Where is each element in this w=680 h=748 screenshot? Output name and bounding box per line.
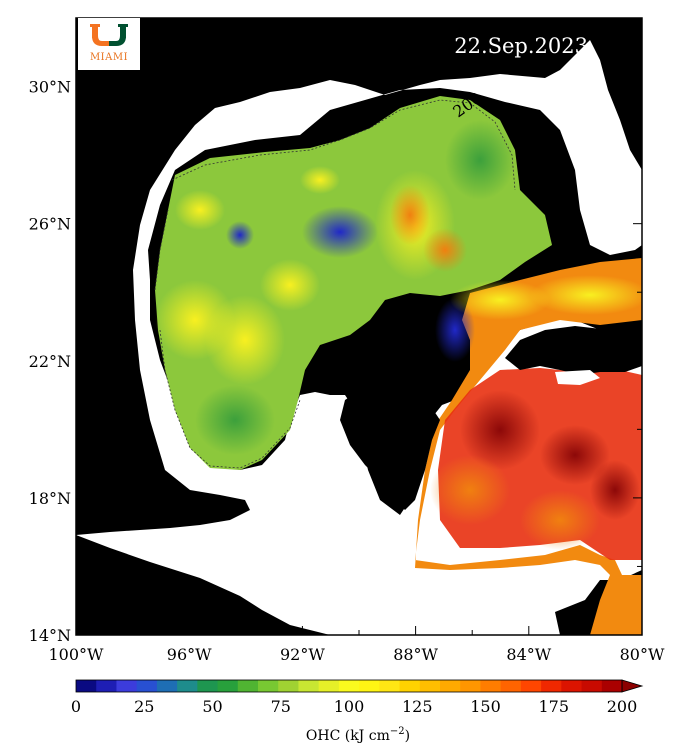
lon-label: 84°W (506, 645, 551, 664)
lon-label: 96°W (167, 645, 212, 664)
date-label: 22.Sep.2023 (454, 34, 588, 58)
colorbar-swatch (116, 680, 138, 692)
colorbar-swatch (217, 680, 239, 692)
colorbar: 0 25 50 75 100 125 150 175 200 (71, 679, 644, 716)
colorbar-swatch (136, 680, 158, 692)
colorbar-tick-label: 175 (538, 697, 569, 716)
colorbar-tick-label: 125 (402, 697, 433, 716)
colorbar-swatch (318, 680, 340, 692)
cool-eddy (226, 221, 254, 249)
lat-label: 26°N (29, 215, 71, 234)
lat-label: 22°N (29, 352, 71, 371)
warm-eddy (300, 166, 340, 194)
colorbar-swatch (561, 680, 583, 692)
warm-region (520, 490, 600, 550)
lon-label: 100°W (49, 645, 105, 664)
lat-label: 30°N (29, 78, 71, 97)
colorbar-swatch (520, 680, 542, 692)
colorbar-swatch (76, 680, 97, 692)
yucatan-landmass (340, 390, 440, 510)
warm-eddy (260, 259, 320, 311)
lon-label: 80°W (620, 645, 665, 664)
lon-label: 88°W (393, 645, 438, 664)
colorbar-swatch (460, 680, 481, 692)
colorbar-extend-arrow (621, 679, 644, 693)
colorbar-swatch (278, 680, 299, 692)
logo-text: MIAMI (89, 52, 129, 63)
colorbar-swatch (298, 680, 320, 692)
colorbar-swatch (379, 680, 401, 692)
colorbar-swatch (440, 680, 461, 692)
isobath-200m (154, 99, 516, 469)
map-area (76, 18, 642, 635)
colorbar-swatch (399, 680, 421, 692)
university-u-icon (90, 24, 128, 46)
lat-label: 14°N (29, 626, 71, 645)
colorbar-outline (75, 679, 623, 693)
colorbar-swatch (419, 680, 441, 692)
colorbar-swatch (197, 680, 219, 692)
colorbar-swatch (177, 680, 198, 692)
cool-region (195, 385, 275, 455)
straits-current (450, 280, 550, 320)
colorbar-tick-label: 75 (271, 697, 291, 716)
colorbar-swatch (500, 680, 522, 692)
cool-eddy (302, 206, 378, 258)
colorbar-swatch (258, 680, 279, 692)
warm-eddy (175, 190, 225, 230)
colorbar-tick-label: 150 (470, 697, 501, 716)
colorbar-swatch (541, 680, 562, 692)
warm-core (540, 425, 610, 485)
colorbar-swatch (359, 680, 380, 692)
jamaica-shelf (555, 370, 600, 385)
lat-label: 18°N (29, 489, 71, 508)
colorbar-tick-label: 100 (334, 697, 365, 716)
colorbar-tick-label: 0 (71, 697, 81, 716)
warm-core (460, 390, 540, 470)
miami-logo: MIAMI (78, 18, 140, 70)
warm-core (590, 460, 640, 520)
colorbar-swatch (237, 680, 259, 692)
straits-current (530, 275, 642, 315)
warm-region (430, 455, 510, 525)
loop-current (423, 228, 467, 272)
colorbar-swatch (156, 680, 178, 692)
lon-label: 92°W (280, 645, 325, 664)
colorbar-swatch (581, 680, 603, 692)
loop-current (390, 185, 430, 245)
cool-region (445, 120, 515, 200)
colorbar-swatch (601, 680, 623, 692)
colorbar-tick-label: 200 (607, 697, 638, 716)
colorbar-swatch (96, 680, 117, 692)
caribbean-ohc-field (415, 258, 642, 635)
warm-eddy (205, 295, 285, 385)
colorbar-swatch (338, 680, 360, 692)
colorbar-tick-label: 50 (202, 697, 222, 716)
colorbar-unit-label: OHC (kJ cm−2) (306, 726, 410, 744)
cuba-landmass (505, 326, 642, 375)
colorbar-swatch (480, 680, 502, 692)
colorbar-tick-label: 25 (134, 697, 154, 716)
